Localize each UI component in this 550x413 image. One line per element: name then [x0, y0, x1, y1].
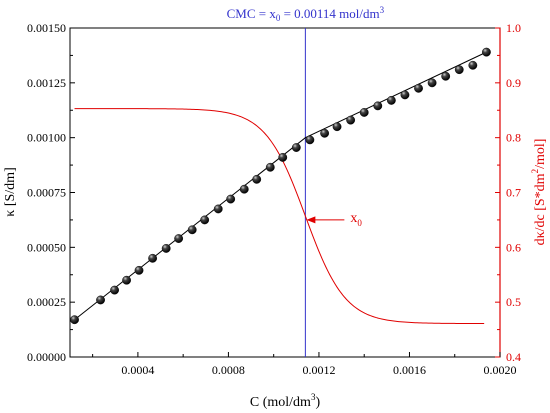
data-point: [346, 115, 356, 125]
y-left-tick-label: 0.00050: [27, 240, 66, 254]
x-tick-label: 0.0016: [393, 363, 426, 377]
x-axis-title-close: ): [315, 395, 320, 410]
y-left-axis-title: κ [S/dm]: [3, 167, 18, 216]
cmc-label-sub: 0: [276, 13, 281, 23]
x-axis-title: C (mol/dm3): [250, 392, 321, 410]
cmc-label: CMC = x0 = 0.00114 mol/dm3: [227, 5, 385, 23]
data-point: [278, 153, 288, 162]
y-right-tick-label: 0.9: [506, 76, 521, 90]
data-point: [482, 47, 491, 57]
data-point: [174, 234, 184, 243]
data-point: [265, 162, 275, 172]
conductivity-line: [74, 51, 487, 321]
x-axis-ticks: 0.0004 0.0008 0.0012 0.0016 0.0020: [92, 352, 517, 377]
y-left-tick-label: 0.00000: [27, 350, 66, 364]
data-point: [291, 143, 301, 152]
data-point: [468, 60, 478, 70]
data-point: [200, 215, 210, 225]
data-point: [122, 275, 131, 285]
data-point: [110, 285, 119, 295]
data-point: [134, 265, 144, 275]
y-left-axis-ticks: 0.00000 0.00025 0.00050 0.00075 0.00100 0.001…: [27, 21, 75, 364]
data-point: [441, 71, 451, 81]
x0-marker-label: x0: [350, 211, 362, 228]
y-right-tick-label: 0.4: [506, 350, 521, 364]
data-point: [414, 83, 423, 93]
data-point: [373, 101, 383, 111]
y-left-tick-label: 0.00150: [27, 21, 66, 35]
data-point: [359, 108, 369, 117]
y-right-tick-label: 0.5: [506, 295, 521, 309]
data-point: [161, 244, 171, 253]
data-point: [454, 65, 464, 75]
x-tick-label: 0.0008: [212, 363, 245, 377]
derivative-curve: [74, 108, 485, 325]
data-point: [96, 295, 105, 305]
cmc-label-value: = 0.00114 mol/dm: [280, 6, 379, 21]
y-left-tick-label: 0.00100: [27, 131, 66, 145]
y-right-tick-label: 0.8: [506, 131, 521, 145]
data-point: [332, 122, 342, 132]
data-point: [226, 194, 236, 204]
y-right-tick-label: 1.0: [506, 21, 521, 35]
data-point: [386, 95, 396, 105]
y-left-tick-label: 0.00025: [27, 295, 66, 309]
cmc-label-sup: 3: [380, 5, 385, 15]
x0-marker: x0: [306, 211, 362, 228]
y-left-tick-label: 0.00125: [27, 76, 66, 90]
data-point: [70, 315, 79, 325]
x0-marker-label-sub: 0: [357, 218, 362, 228]
y-right-axis-ticks: 0.4 0.5 0.6 0.7 0.8 0.9 1.0: [495, 21, 521, 364]
data-point: [320, 128, 330, 138]
x-tick-label: 0.0012: [302, 363, 335, 377]
y-left-tick-label: 0.00075: [27, 186, 66, 200]
data-point: [305, 135, 315, 145]
y-right-axis-title-close: /mol]: [533, 139, 548, 169]
data-point: [252, 174, 262, 184]
y-right-tick-label: 0.6: [506, 240, 521, 254]
data-point: [213, 204, 223, 214]
y-right-tick-label: 0.7: [506, 186, 521, 200]
x-tick-label: 0.0004: [121, 363, 154, 377]
x0-marker-arrowhead: [306, 216, 316, 224]
conductivity-points: [70, 47, 491, 325]
data-point: [187, 225, 197, 235]
data-point: [239, 184, 249, 194]
data-point: [427, 78, 437, 88]
plot-frame: [69, 27, 501, 358]
data-point: [148, 253, 158, 263]
x-axis-title-sup: 3: [311, 392, 316, 402]
x-tick-label: 0.0020: [484, 363, 517, 377]
data-point: [400, 90, 410, 100]
y-right-axis-title-sup: 2: [530, 169, 540, 174]
y-right-axis-title: dκ/dc [S*dm2/mol]: [530, 139, 548, 246]
